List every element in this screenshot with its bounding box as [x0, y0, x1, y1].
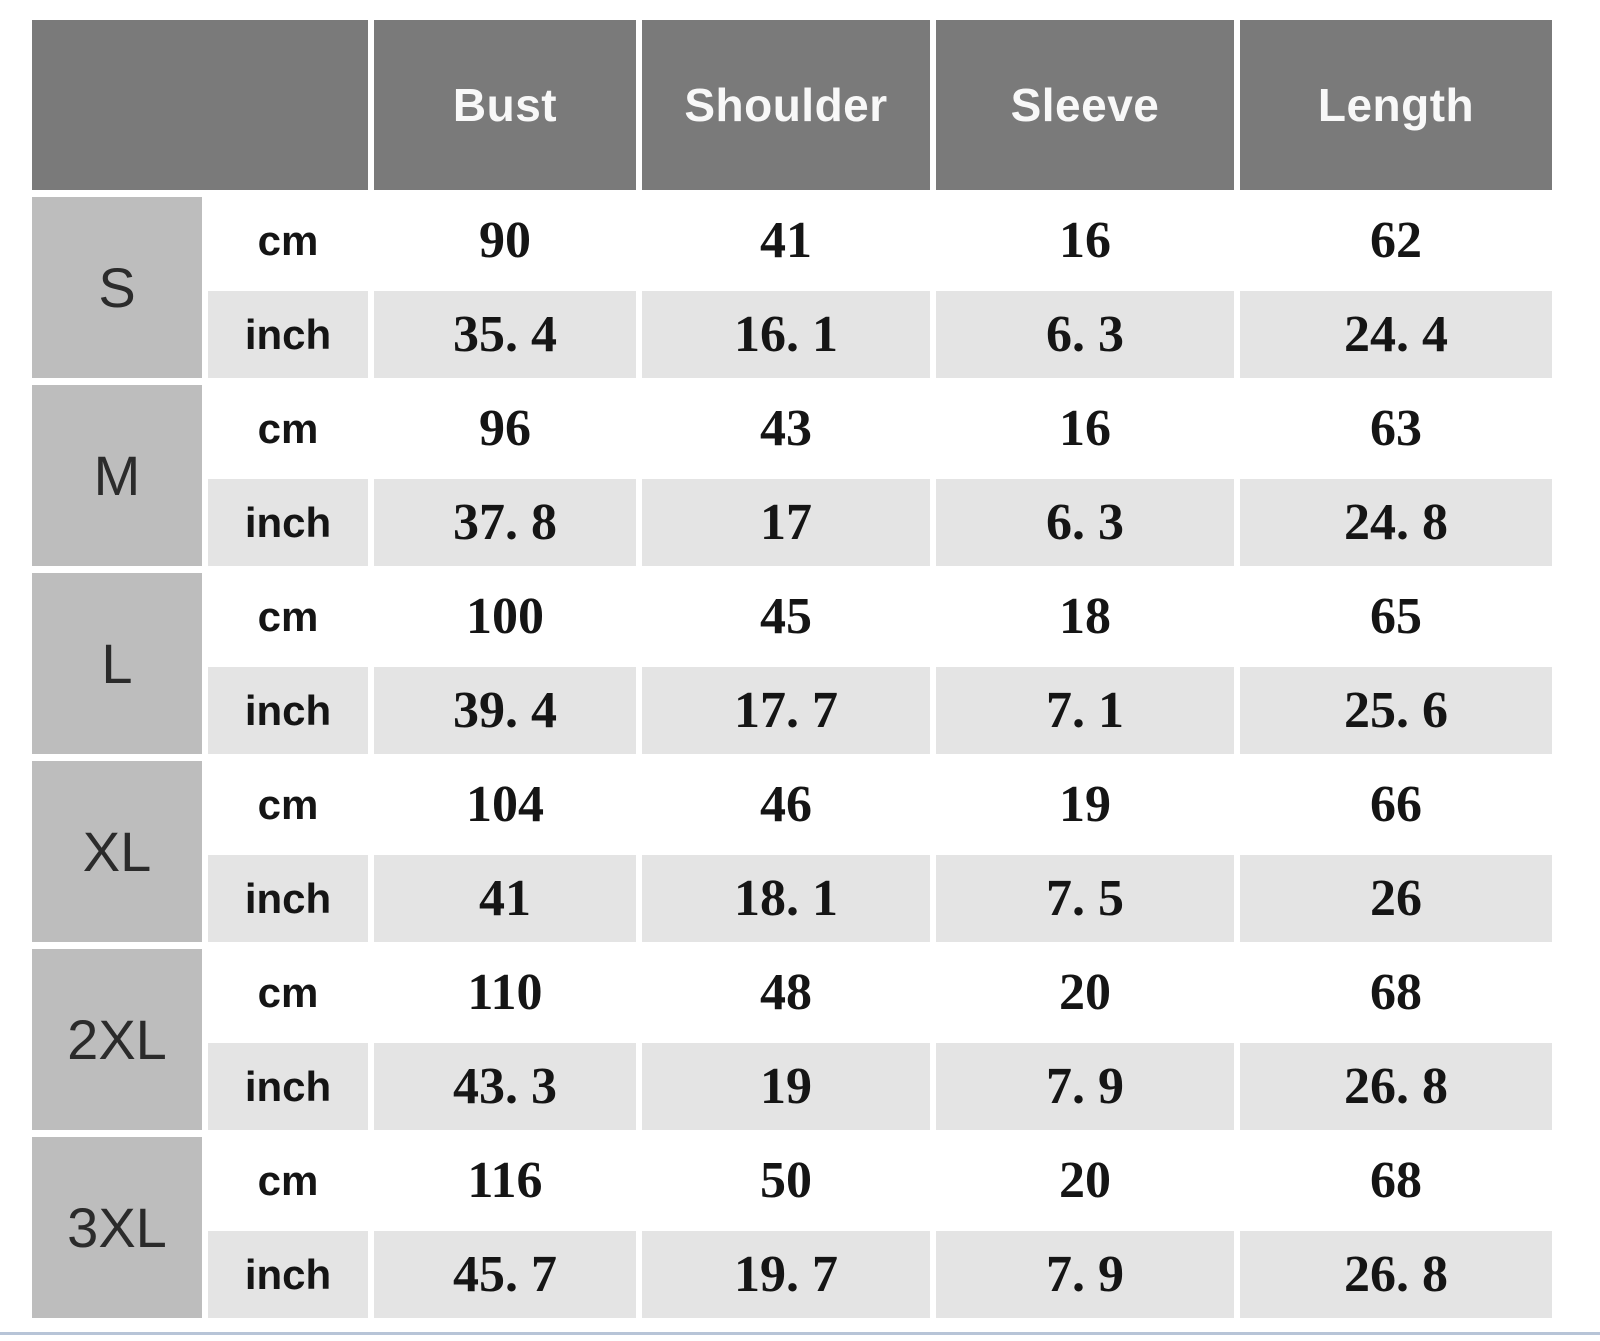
cell-value: 7. 1	[936, 667, 1234, 754]
size-group-2xl: 2XL cm 110 48 20 68 inch 43. 3 19 7. 9 2…	[32, 949, 1552, 1130]
cell-value: 65	[1240, 573, 1552, 660]
cell-value: 43. 3	[374, 1043, 636, 1130]
unit-label-inch: inch	[208, 667, 368, 754]
cell-value: 19	[936, 761, 1234, 848]
unit-label-cm: cm	[208, 573, 368, 660]
header-shoulder: Shoulder	[642, 20, 930, 190]
unit-label-inch: inch	[208, 1231, 368, 1318]
cell-value: 26	[1240, 855, 1552, 942]
cell-value: 100	[374, 573, 636, 660]
cell-value: 7. 5	[936, 855, 1234, 942]
cell-value: 24. 8	[1240, 479, 1552, 566]
cell-value: 43	[642, 385, 930, 472]
cell-value: 110	[374, 949, 636, 1036]
cell-value: 62	[1240, 197, 1552, 284]
table-row: inch 39. 4 17. 7 7. 1 25. 6	[32, 667, 1552, 754]
cell-value: 68	[1240, 949, 1552, 1036]
size-group-3xl: 3XL cm 116 50 20 68 inch 45. 7 19. 7 7. …	[32, 1137, 1552, 1318]
unit-label-cm: cm	[208, 761, 368, 848]
cell-value: 41	[374, 855, 636, 942]
table-row: inch 37. 8 17 6. 3 24. 8	[32, 479, 1552, 566]
cell-value: 25. 6	[1240, 667, 1552, 754]
table-row: XL cm 104 46 19 66	[32, 761, 1552, 942]
cell-value: 66	[1240, 761, 1552, 848]
size-group-m: M cm 96 43 16 63 inch 37. 8 17 6. 3 24. …	[32, 385, 1552, 566]
cell-value: 20	[936, 1137, 1234, 1224]
cell-value: 26. 8	[1240, 1231, 1552, 1318]
cell-value: 50	[642, 1137, 930, 1224]
cell-value: 19	[642, 1043, 930, 1130]
cell-value: 41	[642, 197, 930, 284]
cell-value: 17	[642, 479, 930, 566]
table-row: M cm 96 43 16 63	[32, 385, 1552, 566]
cell-value: 104	[374, 761, 636, 848]
cell-value: 16	[936, 385, 1234, 472]
size-group-l: L cm 100 45 18 65 inch 39. 4 17. 7 7. 1 …	[32, 573, 1552, 754]
cell-value: 35. 4	[374, 291, 636, 378]
table-row: 3XL cm 116 50 20 68	[32, 1137, 1552, 1318]
cell-value: 20	[936, 949, 1234, 1036]
cell-value: 7. 9	[936, 1043, 1234, 1130]
table-row: 2XL cm 110 48 20 68	[32, 949, 1552, 1130]
size-label: XL	[32, 761, 202, 942]
cell-value: 37. 8	[374, 479, 636, 566]
table-row: inch 43. 3 19 7. 9 26. 8	[32, 1043, 1552, 1130]
cell-value: 24. 4	[1240, 291, 1552, 378]
cell-value: 6. 3	[936, 479, 1234, 566]
header-sleeve: Sleeve	[936, 20, 1234, 190]
unit-label-cm: cm	[208, 949, 368, 1036]
header-row: Bust Shoulder Sleeve Length	[32, 20, 1552, 190]
cell-value: 63	[1240, 385, 1552, 472]
size-label: 2XL	[32, 949, 202, 1130]
table-row: S cm 90 41 16 62	[32, 197, 1552, 378]
size-label: M	[32, 385, 202, 566]
unit-label-inch: inch	[208, 1043, 368, 1130]
table-row: inch 45. 7 19. 7 7. 9 26. 8	[32, 1231, 1552, 1318]
size-group-s: S cm 90 41 16 62 inch 35. 4 16. 1 6. 3 2…	[32, 197, 1552, 378]
cell-value: 26. 8	[1240, 1043, 1552, 1130]
size-label: 3XL	[32, 1137, 202, 1318]
cell-value: 116	[374, 1137, 636, 1224]
size-label: L	[32, 573, 202, 754]
header-length: Length	[1240, 20, 1552, 190]
cell-value: 48	[642, 949, 930, 1036]
bottom-divider	[0, 1332, 1600, 1335]
table-row: inch 41 18. 1 7. 5 26	[32, 855, 1552, 942]
cell-value: 7. 9	[936, 1231, 1234, 1318]
unit-label-inch: inch	[208, 479, 368, 566]
unit-label-cm: cm	[208, 385, 368, 472]
header-corner-cell	[32, 20, 368, 190]
size-group-xl: XL cm 104 46 19 66 inch 41 18. 1 7. 5 26	[32, 761, 1552, 942]
cell-value: 68	[1240, 1137, 1552, 1224]
cell-value: 96	[374, 385, 636, 472]
cell-value: 16	[936, 197, 1234, 284]
cell-value: 18	[936, 573, 1234, 660]
cell-value: 16. 1	[642, 291, 930, 378]
cell-value: 90	[374, 197, 636, 284]
cell-value: 45	[642, 573, 930, 660]
unit-label-cm: cm	[208, 197, 368, 284]
unit-label-inch: inch	[208, 855, 368, 942]
cell-value: 39. 4	[374, 667, 636, 754]
cell-value: 6. 3	[936, 291, 1234, 378]
cell-value: 18. 1	[642, 855, 930, 942]
size-label: S	[32, 197, 202, 378]
unit-label-cm: cm	[208, 1137, 368, 1224]
header-bust: Bust	[374, 20, 636, 190]
cell-value: 17. 7	[642, 667, 930, 754]
cell-value: 45. 7	[374, 1231, 636, 1318]
table-row: inch 35. 4 16. 1 6. 3 24. 4	[32, 291, 1552, 378]
table-row: L cm 100 45 18 65	[32, 573, 1552, 754]
cell-value: 19. 7	[642, 1231, 930, 1318]
unit-label-inch: inch	[208, 291, 368, 378]
cell-value: 46	[642, 761, 930, 848]
size-chart-table: Bust Shoulder Sleeve Length S cm 90 41 1…	[26, 13, 1558, 1325]
